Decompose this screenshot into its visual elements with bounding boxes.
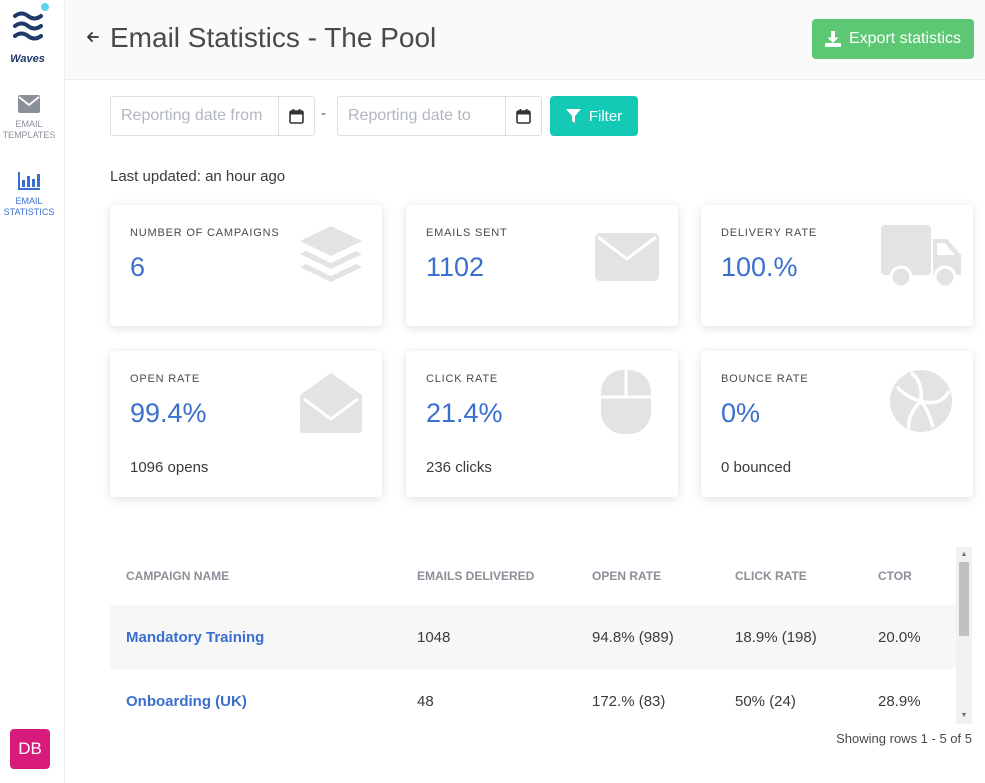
envelope-icon bbox=[18, 95, 40, 113]
waves-logo-icon bbox=[13, 11, 43, 41]
cell-ctor: 28.9% bbox=[878, 692, 921, 710]
logo-dot bbox=[41, 3, 49, 11]
table-row: Onboarding (UK) 48 172.% (83) 50% (24) 2… bbox=[110, 669, 956, 724]
stat-card-emails-sent: EMAILS SENT 1102 bbox=[406, 205, 678, 326]
stat-label: EMAILS SENT bbox=[426, 227, 508, 239]
stat-subtext: 236 clicks bbox=[426, 459, 492, 476]
cell-click-rate: 50% (24) bbox=[735, 692, 796, 710]
cell-open-rate: 94.8% (989) bbox=[592, 628, 674, 646]
stat-value: 0% bbox=[721, 398, 761, 428]
stat-card-delivery-rate: DELIVERY RATE 100.% bbox=[701, 205, 973, 326]
stat-label: CLICK RATE bbox=[426, 373, 498, 385]
column-header-open-rate[interactable]: OPEN RATE bbox=[592, 569, 662, 583]
sidebar-item-label: EMAIL TEMPLATES bbox=[2, 119, 56, 140]
cell-open-rate: 172.% (83) bbox=[592, 692, 666, 710]
stat-label: OPEN RATE bbox=[130, 373, 200, 385]
reporting-date-to-input[interactable] bbox=[337, 96, 505, 136]
download-icon bbox=[824, 31, 841, 47]
date-to-group bbox=[337, 96, 542, 136]
cell-click-rate: 18.9% (198) bbox=[735, 628, 817, 646]
stat-value: 6 bbox=[130, 252, 146, 282]
page-header: Email Statistics - The Pool Export stati… bbox=[65, 0, 985, 80]
stat-value: 100.% bbox=[721, 252, 798, 282]
sidebar: Waves EMAIL TEMPLATES EMAIL STATISTICS D… bbox=[0, 0, 65, 783]
stat-card-bounce-rate: BOUNCE RATE 0% 0 bounced bbox=[701, 351, 973, 497]
date-from-group bbox=[110, 96, 315, 136]
date-to-calendar-button[interactable] bbox=[505, 96, 542, 136]
campaign-name-link[interactable]: Mandatory Training bbox=[126, 628, 265, 646]
sidebar-item-label: EMAIL STATISTICS bbox=[3, 196, 55, 217]
calendar-icon bbox=[289, 108, 304, 124]
volleyball-icon bbox=[890, 370, 952, 432]
bar-chart-icon bbox=[18, 172, 40, 190]
export-statistics-button[interactable]: Export statistics bbox=[812, 19, 974, 59]
logo-wordmark: Waves bbox=[10, 53, 45, 65]
scroll-down-arrow-icon[interactable]: ▼ bbox=[960, 712, 968, 719]
stat-value: 1102 bbox=[426, 252, 485, 282]
back-arrow-icon[interactable] bbox=[85, 29, 101, 45]
stat-label: DELIVERY RATE bbox=[721, 227, 817, 239]
scrollbar-thumb[interactable] bbox=[959, 562, 969, 636]
export-statistics-label: Export statistics bbox=[848, 30, 962, 47]
table-header-row: CAMPAIGN NAME EMAILS DELIVERED OPEN RATE… bbox=[110, 547, 956, 605]
stat-label: BOUNCE RATE bbox=[721, 373, 809, 385]
envelope-open-icon bbox=[300, 373, 362, 433]
mouse-icon bbox=[601, 370, 651, 434]
filter-icon bbox=[565, 108, 581, 123]
stat-card-click-rate: CLICK RATE 21.4% 236 clicks bbox=[406, 351, 678, 497]
sidebar-item-email-statistics[interactable]: EMAIL STATISTICS bbox=[0, 172, 58, 218]
scroll-up-arrow-icon[interactable]: ▲ bbox=[960, 551, 968, 558]
table-row: Mandatory Training 1048 94.8% (989) 18.9… bbox=[110, 605, 956, 669]
stat-value: 21.4% bbox=[426, 398, 503, 428]
calendar-icon bbox=[516, 108, 531, 124]
cell-emails-delivered: 48 bbox=[417, 692, 434, 710]
filter-button[interactable]: Filter bbox=[550, 96, 638, 136]
stat-label: NUMBER OF CAMPAIGNS bbox=[130, 227, 280, 239]
cell-ctor: 20.0% bbox=[878, 628, 921, 646]
table-scrollbar[interactable]: ▲ ▼ bbox=[956, 547, 972, 724]
layers-icon bbox=[300, 226, 362, 282]
campaign-name-link[interactable]: Onboarding (UK) bbox=[126, 692, 247, 710]
column-header-emails-delivered[interactable]: EMAILS DELIVERED bbox=[417, 569, 535, 583]
stat-subtext: 1096 opens bbox=[130, 459, 209, 476]
column-header-campaign-name[interactable]: CAMPAIGN NAME bbox=[126, 569, 230, 583]
reporting-date-from-input[interactable] bbox=[110, 96, 278, 136]
campaign-table: CAMPAIGN NAME EMAILS DELIVERED OPEN RATE… bbox=[110, 547, 956, 724]
envelope-icon bbox=[595, 233, 659, 281]
last-updated-text: Last updated: an hour ago bbox=[110, 168, 286, 185]
avatar[interactable]: DB bbox=[10, 729, 50, 769]
pagination-info: Showing rows 1 - 5 of 5 bbox=[836, 731, 972, 746]
column-header-click-rate[interactable]: CLICK RATE bbox=[735, 569, 807, 583]
cell-emails-delivered: 1048 bbox=[417, 628, 451, 646]
column-header-ctor[interactable]: CTOR bbox=[878, 569, 912, 583]
stat-card-campaigns: NUMBER OF CAMPAIGNS 6 bbox=[110, 205, 382, 326]
truck-icon bbox=[881, 225, 961, 289]
page-title: Email Statistics - The Pool bbox=[110, 22, 437, 53]
date-from-calendar-button[interactable] bbox=[278, 96, 315, 136]
stat-card-open-rate: OPEN RATE 99.4% 1096 opens bbox=[110, 351, 382, 497]
filter-label: Filter bbox=[588, 107, 623, 125]
campaign-table-container[interactable]: CAMPAIGN NAME EMAILS DELIVERED OPEN RATE… bbox=[110, 547, 972, 724]
stat-value: 99.4% bbox=[130, 398, 207, 428]
sidebar-item-email-templates[interactable]: EMAIL TEMPLATES bbox=[0, 95, 58, 141]
stat-subtext: 0 bounced bbox=[721, 459, 792, 476]
date-separator: - bbox=[321, 105, 326, 122]
logo[interactable]: Waves bbox=[0, 0, 65, 78]
